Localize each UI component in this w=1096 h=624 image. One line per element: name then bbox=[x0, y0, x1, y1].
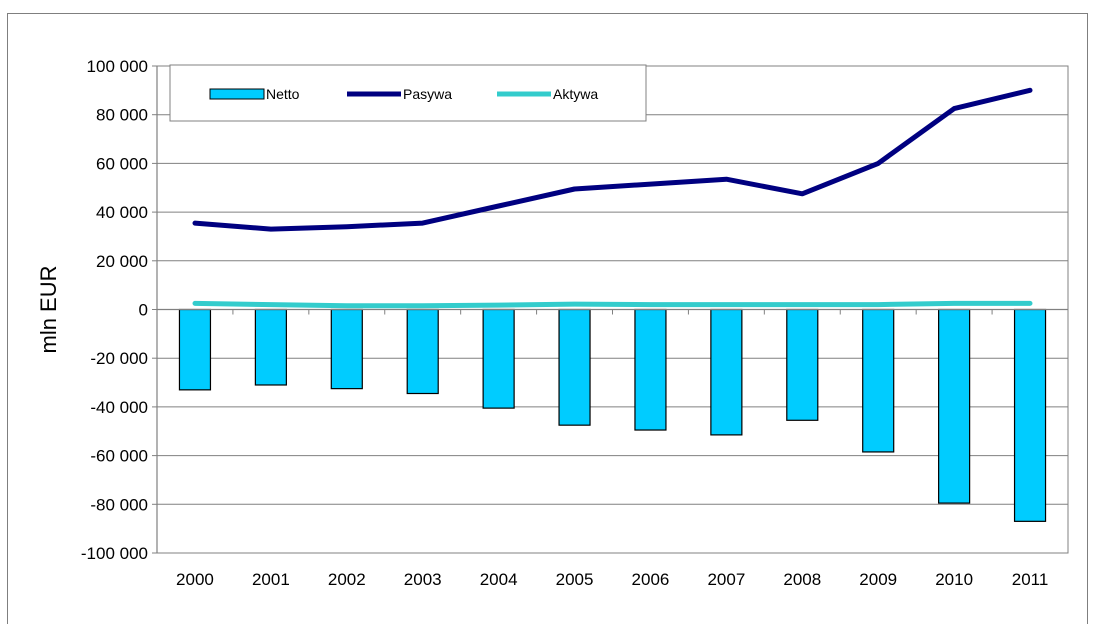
x-tick-labels: 2000 2001 2002 2003 2004 2005 2006 2007 2008 2009… bbox=[176, 570, 1048, 589]
y-tick-labels: -100 000 -80 000 -60 000 -40 000 -20 000 0 20 … bbox=[81, 57, 148, 563]
y-tick-label: 100 000 bbox=[87, 57, 148, 76]
y-tick-label: -60 000 bbox=[90, 447, 148, 466]
y-tick-label: -20 000 bbox=[90, 349, 148, 368]
x-tick-label: 2003 bbox=[404, 570, 442, 589]
bar-netto-2007 bbox=[710, 308, 743, 436]
bar-netto-2005 bbox=[558, 308, 591, 426]
legend-label-netto: Netto bbox=[266, 86, 300, 102]
legend-swatch-netto bbox=[209, 88, 265, 100]
legend: Netto Pasywa Aktywa bbox=[169, 64, 647, 122]
x-tick-label: 2001 bbox=[252, 570, 290, 589]
y-tick-label: -80 000 bbox=[90, 495, 148, 514]
x-tick-label: 2007 bbox=[707, 570, 745, 589]
x-tick-label: 2011 bbox=[1012, 570, 1049, 589]
bar-netto-2000 bbox=[178, 308, 212, 391]
y-tick-label: 20 000 bbox=[96, 252, 148, 271]
x-tick-label: 2002 bbox=[328, 570, 366, 589]
y-tick-label: -100 000 bbox=[81, 544, 148, 563]
x-tick-label: 2010 bbox=[935, 570, 973, 589]
y-tick-label: 80 000 bbox=[96, 106, 148, 125]
bar-netto-2003 bbox=[406, 308, 439, 395]
legend-label-pasywa: Pasywa bbox=[403, 86, 452, 102]
y-tick-label: 60 000 bbox=[96, 154, 148, 173]
bar-netto-2011 bbox=[1013, 308, 1047, 522]
bar-netto-2010 bbox=[938, 308, 971, 504]
bar-netto-2001 bbox=[254, 308, 287, 386]
bar-netto-2002 bbox=[330, 308, 363, 390]
x-tick-label: 2006 bbox=[632, 570, 670, 589]
x-tick-label: 2009 bbox=[859, 570, 897, 589]
legend-label-aktywa: Aktywa bbox=[553, 86, 598, 102]
line-aktywa bbox=[192, 300, 1033, 309]
y-tick-label: 0 bbox=[139, 301, 148, 320]
x-tick-label: 2000 bbox=[176, 570, 214, 589]
bar-netto-2009 bbox=[862, 308, 895, 453]
series-lines bbox=[192, 87, 1033, 309]
x-tick-label: 2004 bbox=[480, 570, 518, 589]
bar-netto-2006 bbox=[634, 308, 667, 431]
bar-netto-2004 bbox=[482, 308, 515, 409]
line-pasywa bbox=[192, 87, 1033, 232]
axes bbox=[152, 65, 1069, 554]
x-tick-label: 2005 bbox=[556, 570, 594, 589]
bar-netto-2008 bbox=[786, 308, 819, 421]
y-tick-label: -40 000 bbox=[90, 398, 148, 417]
y-tick-label: 40 000 bbox=[96, 203, 148, 222]
netto-bars bbox=[178, 308, 1047, 522]
x-tick-label: 2008 bbox=[783, 570, 821, 589]
y-axis-title: mln EUR bbox=[36, 265, 61, 353]
